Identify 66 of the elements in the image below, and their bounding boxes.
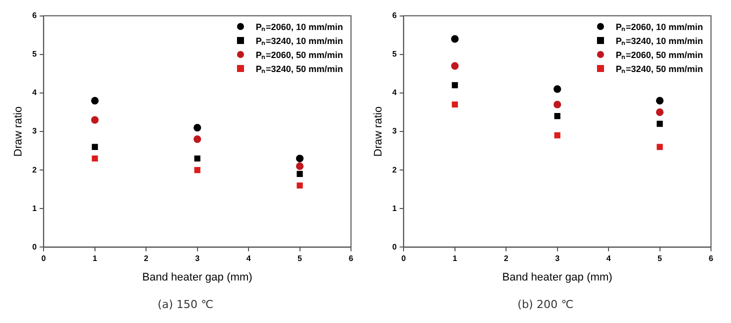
y-tick-label: 3 — [32, 126, 38, 136]
point — [554, 85, 562, 93]
y-tick-label: 2 — [392, 165, 398, 174]
point — [194, 124, 202, 132]
x-tick-label: 0 — [41, 254, 46, 264]
x-tick-label: 4 — [246, 254, 252, 264]
y-tick-label: 3 — [392, 126, 398, 136]
point — [656, 144, 663, 150]
point — [452, 101, 458, 108]
legend-label: Pₙ=2060, 10 mm/min — [256, 20, 343, 34]
legend-label: Pₙ=3240, 10 mm/min — [256, 34, 343, 48]
point — [296, 170, 303, 177]
point — [194, 167, 200, 174]
y-tick-label: 0 — [32, 242, 38, 252]
y-tick-label: 2 — [32, 165, 38, 174]
x-tick-label: 0 — [401, 254, 406, 264]
y-tick-label: 6 — [392, 11, 398, 20]
y-tick-label: 1 — [392, 204, 398, 213]
point — [91, 116, 99, 124]
point — [92, 155, 98, 162]
point — [194, 135, 202, 144]
x-tick-label: 6 — [708, 254, 714, 264]
x-tick-label: 5 — [298, 254, 303, 264]
x-tick-label: 1 — [452, 254, 458, 264]
x-tick-label: 2 — [144, 254, 149, 264]
point — [296, 162, 304, 170]
y-tick-label: 0 — [392, 242, 398, 252]
point — [656, 120, 663, 127]
text: (b) 200 ℃ — [516, 298, 574, 311]
y-tick-label: 6 — [32, 11, 38, 20]
text: (a) 150 ℃ — [156, 298, 214, 311]
point — [91, 96, 99, 104]
point — [451, 62, 459, 70]
point — [656, 108, 664, 116]
x-tick-label: 3 — [555, 254, 560, 264]
point — [194, 155, 200, 162]
x-tick-label: 4 — [606, 254, 612, 264]
x-tick-label: 2 — [504, 254, 509, 264]
x-tick-label: 6 — [348, 254, 354, 264]
point — [452, 82, 458, 88]
x-tick-label: 1 — [92, 254, 98, 264]
y-tick-label: 1 — [32, 204, 38, 213]
legend-label: Pₙ=3240, 50 mm/min — [616, 62, 703, 76]
x-axis-title: Band heater gap (mm) — [142, 271, 252, 284]
legend-label: Pₙ=3240, 50 mm/min — [256, 62, 343, 76]
point — [92, 144, 98, 150]
x-tick-label: 3 — [195, 254, 200, 264]
legend-label: Pₙ=3240, 10 mm/min — [616, 34, 703, 48]
point — [296, 182, 303, 189]
point — [451, 35, 459, 43]
y-axis-title: Draw ratio — [372, 106, 385, 157]
point — [554, 100, 562, 108]
legend-label: Pₙ=2060, 10 mm/min — [616, 20, 703, 34]
legend-label: Pₙ=2060, 50 mm/min — [256, 48, 343, 62]
y-tick-label: 4 — [392, 88, 398, 98]
x-tick-label: 5 — [658, 254, 663, 264]
y-axis-title: Draw ratio — [12, 106, 25, 157]
x-axis-title: Band heater gap (mm) — [502, 271, 612, 284]
y-tick-label: 5 — [32, 50, 38, 59]
legend-label: Pₙ=2060, 50 mm/min — [616, 48, 703, 62]
point — [656, 96, 664, 104]
y-tick-label: 5 — [392, 50, 398, 59]
point — [554, 113, 560, 120]
y-tick-label: 4 — [32, 88, 38, 98]
point — [554, 132, 560, 138]
point — [296, 154, 304, 162]
